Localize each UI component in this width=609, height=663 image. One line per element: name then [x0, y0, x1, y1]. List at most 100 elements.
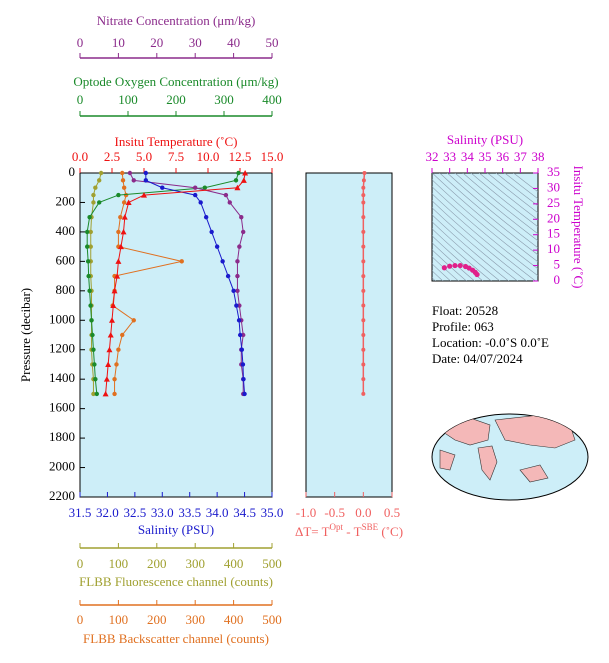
isopycnal	[432, 277, 436, 281]
tick-label: 12.5	[229, 149, 252, 164]
tick-label: 35	[479, 149, 492, 164]
data-point	[237, 303, 242, 308]
data-point	[361, 259, 366, 264]
y-tick-label: 20	[547, 210, 560, 225]
y-tick-label: 2000	[49, 459, 75, 474]
tick-label: 34.0	[206, 505, 229, 520]
data-point	[223, 192, 229, 198]
data-point	[87, 288, 92, 294]
y-tick-label: 30	[547, 179, 560, 194]
tick-label: 32.0	[96, 505, 119, 520]
data-point	[447, 263, 453, 269]
info-line: Date: 04/07/2024	[432, 351, 523, 366]
world-map	[431, 413, 589, 501]
info-line: Profile: 063	[432, 319, 494, 334]
tick-label: 400	[262, 92, 282, 107]
data-point	[103, 376, 110, 382]
data-point	[86, 273, 91, 279]
isopycnal	[439, 173, 538, 256]
axis-title: Insitu Temperature (˚C)	[114, 134, 237, 149]
data-point	[143, 178, 149, 183]
data-point	[240, 177, 247, 183]
isopycnal	[432, 249, 467, 281]
data-point	[231, 288, 236, 294]
y-tick-label: 1800	[49, 429, 75, 444]
data-point	[120, 178, 126, 183]
data-point	[241, 376, 246, 382]
tick-label: 0.0	[72, 149, 88, 164]
y-tick-label: 2200	[49, 488, 75, 503]
info-line: Float: 20528	[432, 303, 498, 318]
data-point	[116, 229, 121, 235]
axis-title: ΔT= TOpt - TSBE (˚C)	[295, 522, 403, 539]
tick-label: 2.5	[104, 149, 120, 164]
data-point	[125, 199, 132, 205]
data-point	[241, 229, 246, 235]
tick-label: 100	[118, 92, 138, 107]
y-tick-label: 1200	[49, 341, 75, 356]
data-point	[361, 377, 366, 382]
data-point	[110, 302, 117, 309]
axis-title-part: - T	[343, 524, 362, 539]
y-tick-label: 0	[69, 164, 76, 179]
isopycnal	[432, 207, 518, 281]
data-point	[361, 362, 366, 367]
y-tick-label: 400	[56, 223, 76, 238]
data-point	[88, 244, 93, 249]
data-point	[234, 303, 239, 308]
data-point	[361, 185, 366, 190]
isopycnals	[432, 173, 538, 281]
data-point	[441, 265, 447, 271]
data-point	[361, 178, 366, 183]
tick-label: 40	[227, 35, 240, 50]
isopycnal	[432, 242, 476, 281]
data-point	[179, 259, 184, 264]
data-point	[85, 259, 91, 264]
data-point	[91, 200, 96, 205]
data-point	[474, 271, 480, 278]
y-tick-label: 10	[547, 241, 560, 256]
data-point	[362, 171, 367, 175]
tick-label: 35.0	[261, 505, 284, 520]
data-point	[452, 262, 458, 269]
tick-label: 200	[147, 612, 167, 627]
isopycnal	[432, 179, 538, 270]
data-point	[111, 287, 118, 294]
data-point	[112, 391, 117, 397]
tick-label: 0.5	[384, 505, 400, 520]
data-point	[89, 318, 94, 323]
data-point	[94, 391, 100, 397]
data-point	[225, 273, 231, 279]
isopycnal	[432, 256, 459, 281]
data-point	[118, 214, 123, 220]
tick-label: 31.5	[69, 505, 92, 520]
data-point	[234, 184, 241, 191]
data-point	[160, 185, 165, 190]
tick-label: 100	[109, 612, 129, 627]
data-point	[107, 332, 114, 338]
data-point	[131, 178, 136, 183]
tick-label: 500	[262, 612, 282, 627]
tick-label: 33.5	[178, 505, 201, 520]
data-point	[236, 170, 241, 176]
tick-label: 200	[166, 92, 186, 107]
data-point	[123, 192, 129, 198]
data-point	[105, 361, 112, 367]
data-point	[114, 273, 121, 279]
data-point	[361, 391, 366, 396]
isopycnal	[446, 173, 538, 249]
data-point	[242, 391, 247, 397]
data-point	[88, 303, 93, 308]
isopycnal	[462, 173, 538, 235]
data-point	[220, 259, 225, 264]
isopycnal	[487, 173, 538, 214]
data-point	[361, 318, 366, 323]
y-tick-label: 600	[56, 252, 76, 267]
tick-label: 300	[214, 92, 234, 107]
tick-label: 200	[147, 556, 167, 571]
axis-title: Salinity (PSU)	[138, 522, 214, 537]
data-point	[214, 244, 220, 249]
data-point	[193, 185, 198, 190]
data-point	[117, 243, 124, 250]
